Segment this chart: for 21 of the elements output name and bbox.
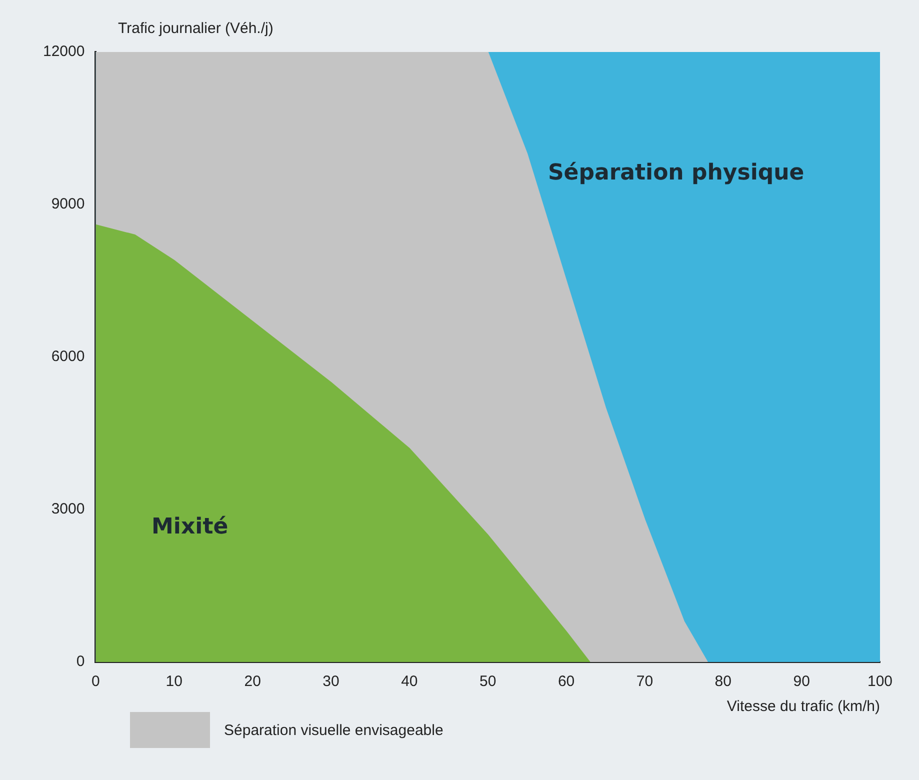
annotation: Mixité: [152, 514, 228, 540]
x-tick-label: 50: [480, 673, 496, 690]
x-tick-label: 10: [166, 673, 182, 690]
y-tick-label: 9000: [51, 196, 85, 213]
x-tick-label: 0: [92, 673, 100, 690]
x-tick-label: 30: [322, 673, 340, 690]
x-tick-label: 80: [714, 673, 732, 690]
text: Séparation visuelle envisageable: [224, 722, 444, 738]
x-tick-label: 70: [636, 673, 654, 690]
x-tick-label: 60: [558, 673, 575, 690]
x-tick-label: 40: [401, 673, 418, 690]
y-axis-title: Trafic journalier (Véh./j): [118, 20, 274, 37]
x-tick-label: 20: [244, 673, 261, 690]
x-axis-title: Vitesse du trafic (km/h): [726, 698, 880, 716]
y-tick-label: 6000: [51, 348, 85, 366]
y-tick-label: 12000: [42, 43, 85, 60]
y-tick-label: 0: [76, 653, 85, 670]
x-tick-label: 90: [793, 673, 810, 690]
annotation: Séparation physique: [548, 160, 804, 186]
y-tick-label: 3000: [51, 500, 85, 518]
x-tick-label: 100: [867, 673, 893, 690]
